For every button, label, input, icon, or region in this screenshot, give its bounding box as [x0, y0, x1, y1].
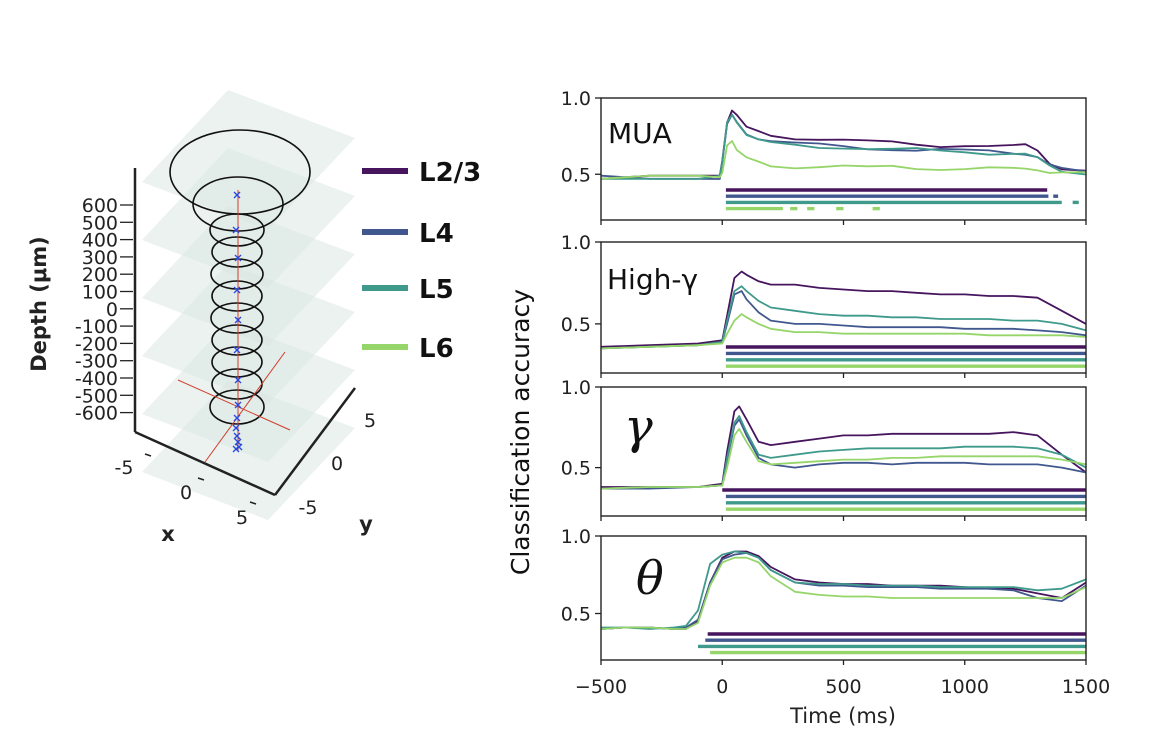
electrode-ring-8	[211, 346, 263, 378]
series-line-3-3	[600, 556, 1087, 630]
y-axis-label: y	[359, 512, 373, 536]
z-axis-label: Depth (μm)	[27, 236, 51, 372]
z-tick-9: -300	[75, 351, 118, 373]
legend-label-3: L6	[419, 334, 454, 364]
panel-1: 1.0 0.5 High-γ	[561, 232, 1087, 378]
x-tick-0: -5	[115, 457, 134, 479]
z-tick-8: -200	[75, 333, 118, 355]
series-line-2-3	[600, 427, 1087, 490]
electrode-marker-8	[233, 414, 241, 422]
electrode-markers	[232, 191, 243, 453]
y-tick-1-1: 0.5	[561, 314, 591, 336]
y-tick-1-0: 1.0	[561, 232, 591, 254]
z-tick-7: -100	[75, 316, 118, 338]
electrode-marker-7	[234, 401, 242, 409]
electrode-ring-10	[209, 389, 265, 425]
x-axis-label: x	[161, 522, 175, 546]
x-tick-label-3: 1000	[941, 676, 989, 698]
x-tick-label-0: −500	[575, 676, 627, 698]
y-tick-1: 0	[331, 453, 343, 475]
y-tick-3-1: 0.5	[561, 604, 591, 626]
panel-label-2: γ	[624, 399, 653, 455]
electrode-ring-2	[209, 213, 265, 247]
series-line-0-3	[600, 140, 1087, 180]
y-axis-spine	[273, 387, 357, 496]
z-ticks: 6005004003002001000-100-200-300-400-500-…	[75, 195, 133, 425]
shared-x-axis-label: Time (ms)	[789, 704, 896, 728]
series-line-1-3	[600, 313, 1087, 350]
y-tick-2-1: 0.5	[561, 458, 591, 480]
electrode-rings	[169, 129, 311, 425]
z-tick-10: -400	[75, 368, 118, 390]
z-tick-6: 0	[106, 299, 118, 321]
electrode-3d-plot: 6005004003002001000-100-200-300-400-500-…	[27, 90, 376, 546]
panel-label-3: θ	[636, 551, 664, 605]
series-line-0-2	[601, 113, 1087, 180]
panel-0: 1.0 0.5 MUA	[561, 88, 1087, 225]
series-line-1-2	[600, 285, 1087, 350]
panel-3: 1.0 0.5 θ −500 0 500 1000 1500	[561, 526, 1110, 698]
depth-plane-5	[142, 380, 355, 520]
x-tick-label-2: 500	[825, 676, 861, 698]
electrode-marker-3	[233, 286, 241, 294]
x-tick-mark-2	[249, 501, 257, 505]
series-line-2-1	[601, 418, 1087, 490]
electrode-ring-3	[211, 236, 263, 268]
z-tick-0: 600	[82, 195, 118, 217]
series-line-3-2	[601, 550, 1087, 630]
legend-label-0: L2/3	[419, 158, 481, 188]
electrode-marker-10	[233, 432, 241, 440]
z-tick-11: -500	[75, 385, 118, 407]
panel-label-0: MUA	[608, 117, 672, 150]
electrode-marker-6	[234, 376, 242, 384]
x-tick-label-1: 0	[716, 676, 728, 698]
y-axis-line	[204, 351, 286, 463]
panel-2: 1.0 0.5 γ	[561, 377, 1087, 521]
y-tick-0-1: 0.5	[561, 164, 591, 186]
classification-panels: 1.0 0.5 MUA 1.0 0.5 High-γ 1.0 0.5 γ 1.0 0.5 θ −500 0…	[561, 88, 1110, 698]
electrode-marker-1	[232, 226, 240, 234]
electrode-ring-5	[211, 280, 263, 312]
y-tick-0: -5	[299, 497, 318, 519]
z-tick-1: 500	[82, 212, 118, 234]
x-tick-2: 5	[236, 507, 248, 529]
y-tick-2-0: 1.0	[561, 377, 591, 399]
z-tick-4: 200	[82, 264, 118, 286]
x-tick-1: 0	[180, 482, 192, 504]
series-line-0-1	[600, 113, 1087, 180]
series-line-3-1	[600, 552, 1087, 630]
electrode-marker-4	[234, 316, 242, 324]
electrode-ring-7	[211, 324, 263, 356]
panel-label-1: High-γ	[607, 263, 698, 296]
x-tick-mark-1	[197, 477, 205, 481]
z-tick-2: 400	[82, 230, 118, 252]
series-line-2-2	[600, 415, 1087, 490]
electrode-marker-2	[234, 254, 242, 262]
electrode-marker-12	[235, 443, 243, 451]
legend-label-1: L4	[419, 219, 454, 249]
legend-label-2: L5	[419, 275, 454, 305]
z-tick-5: 100	[82, 282, 118, 304]
electrode-ring-6	[210, 302, 264, 334]
z-tick-3: 300	[82, 247, 118, 269]
y-tick-0-0: 1.0	[561, 88, 591, 110]
x-axis-line	[177, 379, 291, 431]
electrode-marker-13	[232, 445, 240, 453]
shared-y-axis-label: Classification accuracy	[506, 289, 535, 575]
z-tick-12: -600	[75, 403, 118, 425]
x-axis-spine	[134, 430, 276, 497]
legend: L2/3 L4 L5 L6	[362, 158, 481, 364]
y-tick-3-0: 1.0	[561, 526, 591, 548]
y-tick-2: 5	[364, 410, 376, 432]
electrode-marker-5	[233, 346, 241, 354]
x-tick-label-4: 1500	[1062, 676, 1110, 698]
x-tick-mark-0	[144, 453, 152, 457]
electrode-marker-0	[233, 191, 241, 199]
electrode-marker-9	[232, 424, 240, 432]
